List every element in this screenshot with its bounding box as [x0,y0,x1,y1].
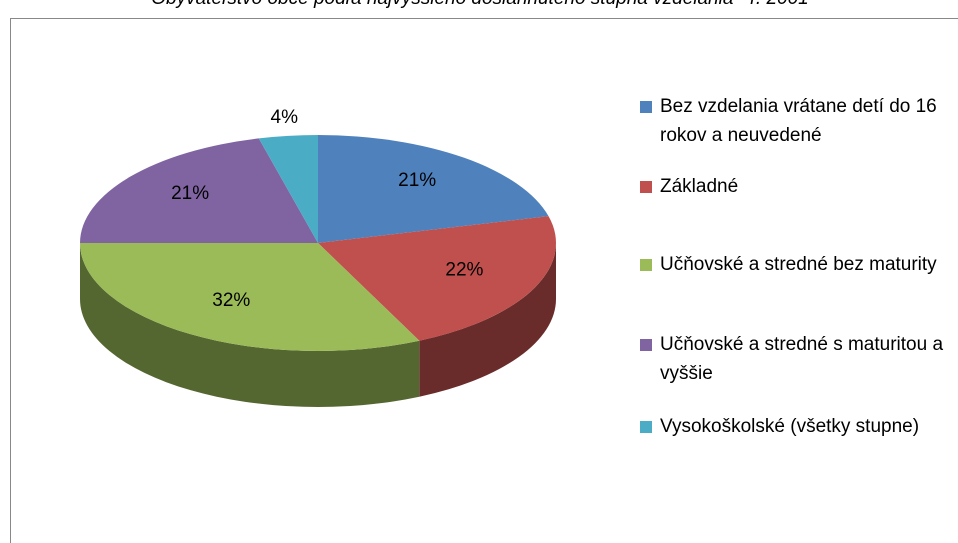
legend-swatch [640,339,652,351]
legend-swatch [640,181,652,193]
legend-label: Bez vzdelania vrátane detí do 16 rokov a… [660,96,937,146]
legend-item: Bez vzdelania vrátane detí do 16 rokov a… [640,92,958,150]
slice-side [80,243,420,407]
slice [80,138,318,243]
slice-side [419,243,556,397]
legend-label: Učňovské a stredné bez maturity [660,254,937,275]
slice [318,216,556,341]
slice [318,135,549,243]
legend-item: Učňovské a stredné bez maturity [640,250,958,279]
chart-title: Obyvateľstvo obce podľa najvyššieho dosi… [151,0,808,9]
data-label: 21% [398,170,436,191]
legend-label: Vysokoškolské (všetky stupne) [660,416,920,437]
legend-label: Základné [660,176,739,197]
legend-item: Vysokoškolské (všetky stupne) [640,412,958,441]
data-label: 32% [212,290,250,311]
legend-swatch [640,421,652,433]
data-label: 4% [271,107,299,128]
data-label: 22% [445,259,483,280]
legend-swatch [640,101,652,113]
legend-item: Učňovské a stredné s maturitou a vyššie [640,330,958,388]
legend-item: Základné [640,172,958,201]
slice [258,135,318,243]
slice [80,243,420,351]
legend-label: Učňovské a stredné s maturitou a vyššie [660,334,944,384]
legend-swatch [640,259,652,271]
data-label: 21% [171,183,209,204]
